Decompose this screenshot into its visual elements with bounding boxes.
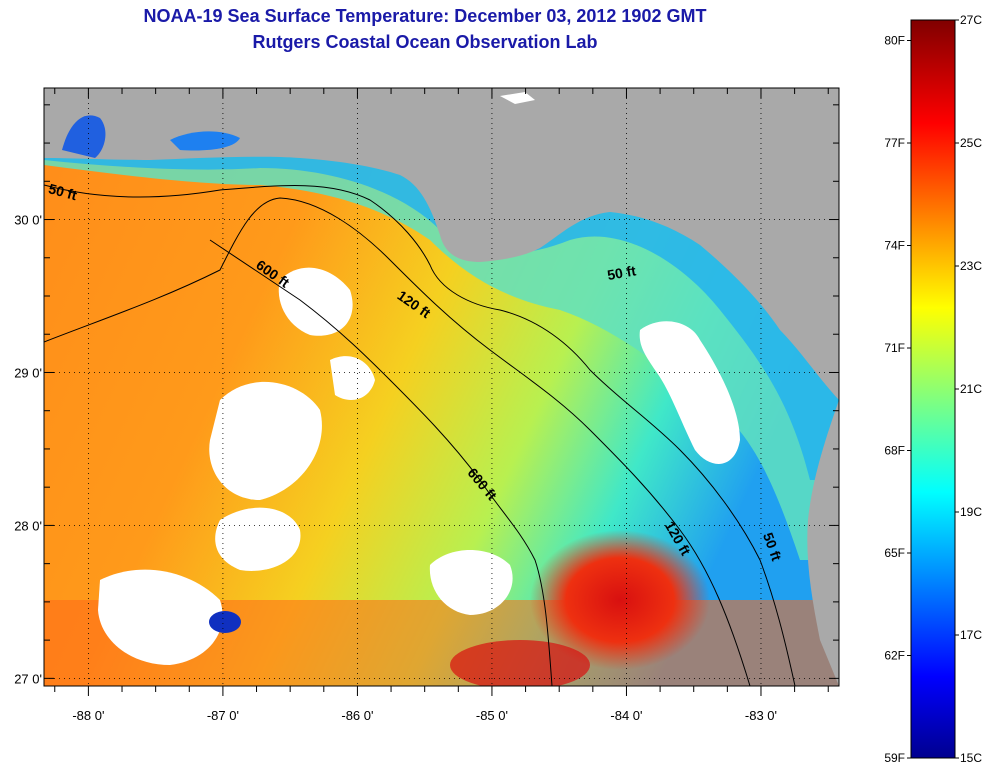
colorbar-c-label: 17C: [960, 628, 982, 642]
map-frame: [43, 87, 840, 687]
pensacola-bay: [170, 131, 240, 151]
lon-tick-label: -83 0': [745, 708, 777, 723]
lon-tick-label: -88 0': [72, 708, 104, 723]
colorbar-c-label: 15C: [960, 751, 982, 765]
contour-label: 50 ft: [47, 180, 79, 203]
colorbar-f-label: 74F: [884, 239, 905, 253]
lon-tick-label: -87 0': [207, 708, 239, 723]
colorbar-f-label: 68F: [884, 444, 905, 458]
warm-eddy-south: [450, 640, 590, 686]
colorbar-c-label: 25C: [960, 136, 982, 150]
cold-spot: [209, 611, 241, 633]
lat-tick-label: 30 0': [14, 213, 42, 228]
colorbar: [910, 19, 956, 759]
colorbar-c-label: 23C: [960, 259, 982, 273]
chart-subtitle: Rutgers Coastal Ocean Observation Lab: [252, 32, 598, 52]
land-peninsula: [807, 400, 839, 686]
colorbar-f-label: 65F: [884, 546, 905, 560]
mobile-bay: [62, 115, 106, 158]
colorbar-c-label: 27C: [960, 13, 982, 27]
lat-tick-label: 28 0': [14, 518, 42, 533]
lat-tick-label: 29 0': [14, 365, 42, 380]
colorbar-f-label: 62F: [884, 649, 905, 663]
warm-eddy: [530, 530, 710, 670]
colorbar-labels: 27C 25C 23C 21C 19C 17C 15C 80F 77F 74F 71F 68F 65F 6…: [884, 13, 982, 765]
colorbar-f-label: 71F: [884, 341, 905, 355]
axis-ticks: -88 0' -87 0' -86 0' -85 0' -84 0' -83 0' 30 0…: [14, 88, 839, 723]
colorbar-f-label: 80F: [884, 34, 905, 48]
lake-cloud: [500, 92, 535, 104]
chart-title: NOAA-19 Sea Surface Temperature: Decembe…: [143, 6, 707, 26]
lon-tick-label: -84 0': [610, 708, 642, 723]
bathymetry-contours: [44, 184, 796, 686]
colorbar-c-label: 21C: [960, 382, 982, 396]
lat-tick-label: 27 0': [14, 671, 42, 686]
colorbar-c-label: 19C: [960, 505, 982, 519]
colorbar-f-label: 77F: [884, 136, 905, 150]
lon-tick-label: -85 0': [476, 708, 508, 723]
lon-tick-label: -86 0': [341, 708, 373, 723]
colorbar-f-label: 59F: [884, 751, 905, 765]
land-panhandle: [44, 88, 839, 400]
contour-label: 50 ft: [606, 262, 637, 283]
